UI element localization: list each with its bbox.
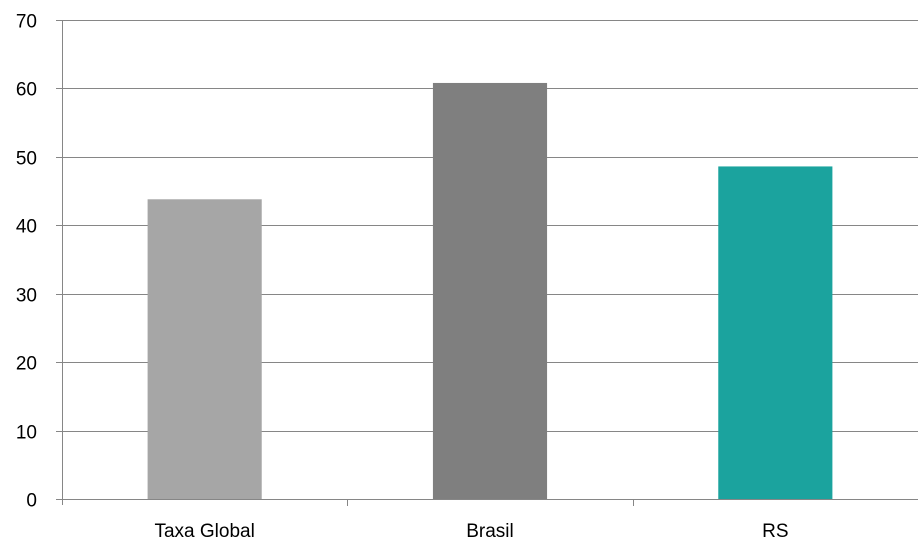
y-tick-label: 0 — [26, 491, 37, 512]
y-tick-label: 60 — [16, 80, 37, 101]
bars — [147, 82, 833, 500]
y-tick-label: 40 — [16, 217, 37, 238]
x-tick-label: Brasil — [466, 521, 514, 542]
bar-rs — [718, 166, 833, 500]
x-tick-labels: Taxa Global Brasil RS — [154, 521, 788, 542]
x-tick-label: RS — [762, 521, 788, 542]
bar-taxa-global — [147, 199, 262, 500]
y-tick-label: 30 — [16, 286, 37, 307]
y-tick-label: 20 — [16, 354, 37, 375]
y-tick-labels: 0 10 20 30 40 50 60 70 — [16, 12, 37, 512]
axes — [56, 20, 918, 506]
y-tick-label: 50 — [16, 149, 37, 170]
y-tick-label: 70 — [16, 12, 37, 33]
bar-brasil — [432, 82, 548, 499]
y-tick-label: 10 — [16, 423, 37, 444]
x-tick-label: Taxa Global — [154, 521, 254, 542]
